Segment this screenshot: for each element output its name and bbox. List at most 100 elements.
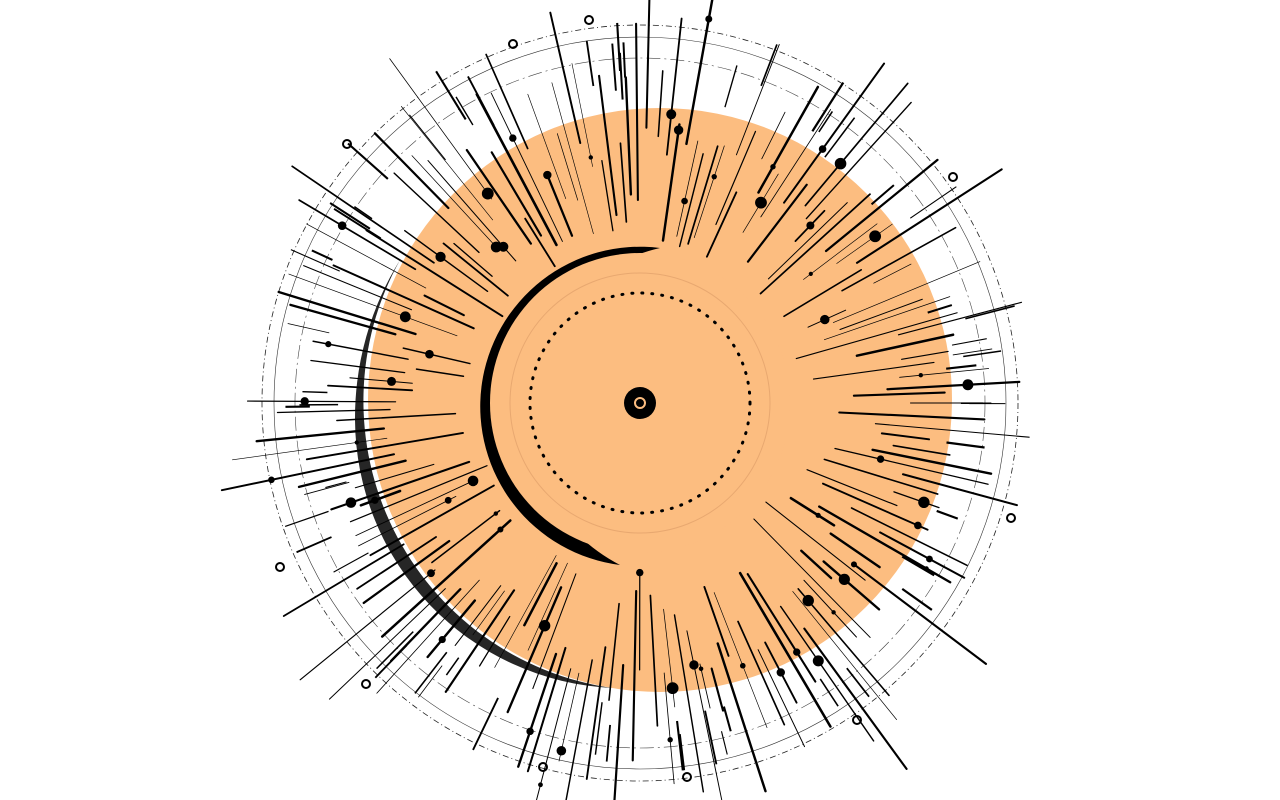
ray bbox=[657, 70, 664, 138]
ray bbox=[362, 539, 451, 605]
ray-dot bbox=[808, 271, 813, 277]
ray bbox=[490, 151, 543, 237]
ray bbox=[624, 76, 633, 196]
ray bbox=[855, 333, 955, 357]
outer-tick bbox=[724, 65, 738, 108]
ray bbox=[832, 261, 981, 323]
outer-tick bbox=[951, 338, 987, 346]
ray bbox=[613, 663, 625, 800]
ray bbox=[393, 172, 480, 254]
ray bbox=[444, 589, 516, 693]
ray-dot bbox=[802, 594, 814, 607]
ray bbox=[710, 667, 725, 712]
outer-ring bbox=[261, 24, 1019, 782]
ray bbox=[327, 384, 414, 392]
orbit-dot bbox=[852, 715, 862, 725]
ray bbox=[839, 298, 923, 331]
outer-tick bbox=[819, 678, 839, 707]
ray-dot bbox=[681, 197, 688, 205]
ray-dot bbox=[300, 397, 309, 406]
outer-tick bbox=[325, 481, 347, 489]
ray-dot bbox=[793, 648, 801, 656]
ray bbox=[442, 242, 509, 297]
ray-dot bbox=[354, 440, 359, 445]
outer-tick bbox=[965, 305, 1015, 320]
ray bbox=[454, 585, 502, 646]
ray bbox=[783, 62, 886, 204]
ray-dot bbox=[667, 737, 673, 743]
ray bbox=[431, 509, 501, 564]
ray bbox=[823, 458, 939, 495]
ray-dot bbox=[337, 221, 347, 230]
ray bbox=[506, 586, 563, 714]
outer-tick bbox=[333, 208, 382, 240]
ray bbox=[665, 17, 683, 156]
outer-tick bbox=[284, 510, 329, 528]
ray bbox=[571, 63, 593, 167]
ray-dot bbox=[588, 155, 593, 160]
outer-tick bbox=[760, 44, 778, 87]
ray bbox=[598, 74, 618, 217]
outer-tick bbox=[952, 348, 993, 356]
outer-tick bbox=[704, 710, 718, 765]
ray bbox=[426, 599, 477, 659]
ray bbox=[376, 579, 480, 694]
ray bbox=[645, 0, 651, 129]
ray bbox=[897, 301, 1023, 336]
ray bbox=[472, 590, 505, 636]
ray bbox=[804, 82, 909, 207]
ray-dot bbox=[838, 573, 850, 585]
ray-dot bbox=[666, 682, 679, 695]
orbit-dot bbox=[538, 762, 548, 772]
ray-dot bbox=[509, 134, 517, 142]
ray bbox=[246, 400, 397, 403]
ray bbox=[703, 586, 730, 657]
ray-dot bbox=[490, 241, 502, 253]
ray bbox=[800, 549, 833, 580]
ray-dot bbox=[876, 455, 885, 463]
ray bbox=[713, 592, 768, 728]
ray bbox=[852, 391, 946, 397]
ray-dot bbox=[698, 666, 704, 672]
outer-tick bbox=[445, 657, 460, 676]
outer-tick bbox=[676, 720, 684, 771]
ray bbox=[836, 223, 893, 264]
ray bbox=[423, 294, 465, 317]
ray-dot bbox=[325, 341, 332, 348]
outer-tick bbox=[296, 536, 332, 554]
ray bbox=[453, 242, 493, 277]
ray bbox=[373, 132, 450, 210]
ray-dot bbox=[815, 512, 821, 518]
center-hole bbox=[634, 397, 646, 409]
outer-tick bbox=[909, 186, 957, 219]
ray bbox=[494, 555, 557, 668]
ray bbox=[685, 0, 714, 146]
ray bbox=[478, 615, 511, 667]
ray bbox=[850, 507, 968, 567]
ray-dot bbox=[926, 555, 933, 563]
ray bbox=[277, 290, 417, 336]
orbit-dot bbox=[508, 39, 518, 49]
outer-tick bbox=[846, 667, 870, 698]
outer-tick bbox=[594, 702, 603, 755]
ray bbox=[465, 148, 533, 245]
ray bbox=[829, 532, 881, 569]
ray-dot bbox=[427, 569, 435, 578]
ray-dot bbox=[770, 164, 776, 170]
outer-tick bbox=[353, 206, 373, 220]
outer-tick bbox=[290, 249, 340, 272]
ray-dot bbox=[498, 241, 509, 252]
ray bbox=[834, 447, 989, 485]
outer-tick bbox=[616, 22, 622, 71]
orbit-dot bbox=[682, 772, 692, 782]
ray bbox=[822, 482, 929, 531]
ray bbox=[746, 183, 808, 263]
ray bbox=[789, 496, 836, 527]
ray bbox=[693, 145, 725, 238]
ray bbox=[649, 594, 659, 727]
ray bbox=[298, 199, 417, 271]
ray-dot bbox=[556, 745, 567, 756]
ray bbox=[797, 588, 890, 697]
ray bbox=[855, 168, 1003, 264]
ray bbox=[760, 109, 832, 218]
